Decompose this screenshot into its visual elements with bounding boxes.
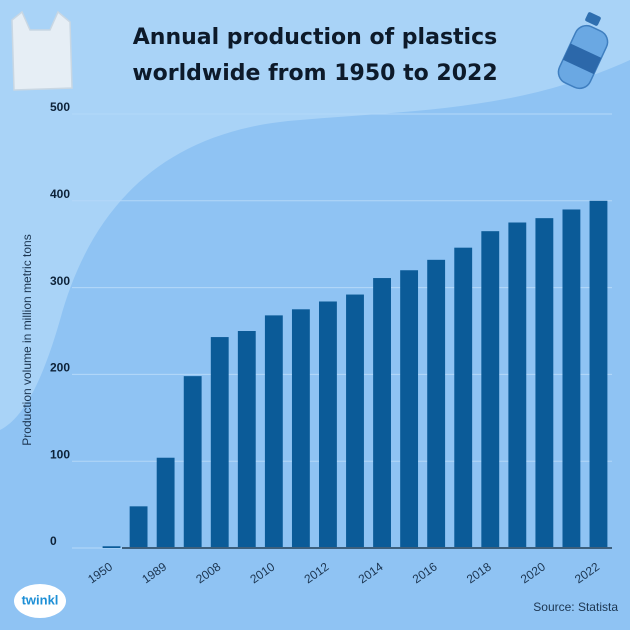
bar: [562, 209, 581, 549]
bar: [291, 309, 310, 548]
y-tick-label: 400: [50, 187, 70, 201]
y-axis-label: Production volume in million metric tons: [20, 234, 34, 445]
y-tick-label: 0: [50, 534, 57, 548]
bag-icon: [11, 10, 73, 91]
bar: [589, 200, 608, 549]
y-tick-label: 200: [50, 361, 70, 375]
bar: [508, 222, 527, 548]
bottle-icon: [557, 12, 609, 90]
y-tick-label: 100: [50, 447, 70, 461]
bar: [264, 315, 283, 548]
bar: [102, 546, 121, 548]
chart-title: Annual production of plastics worldwide …: [132, 25, 498, 86]
bar: [373, 278, 391, 548]
bar: [535, 218, 554, 548]
source: Source: Statista: [533, 600, 618, 614]
bar: [156, 457, 175, 548]
bar: [210, 337, 229, 548]
bar: [454, 247, 473, 548]
bar: [183, 376, 202, 548]
y-tick-label: 500: [50, 100, 70, 114]
bar: [237, 331, 256, 548]
y-tick-label: 300: [50, 274, 70, 288]
bar: [481, 231, 500, 548]
bar: [427, 259, 446, 548]
background-wave: [0, 0, 630, 430]
bar: [129, 506, 148, 548]
bar: [319, 301, 337, 548]
bar: [346, 294, 364, 548]
bar: [400, 270, 419, 548]
logo-badge: [14, 584, 66, 618]
logo: twinkl: [22, 592, 59, 607]
